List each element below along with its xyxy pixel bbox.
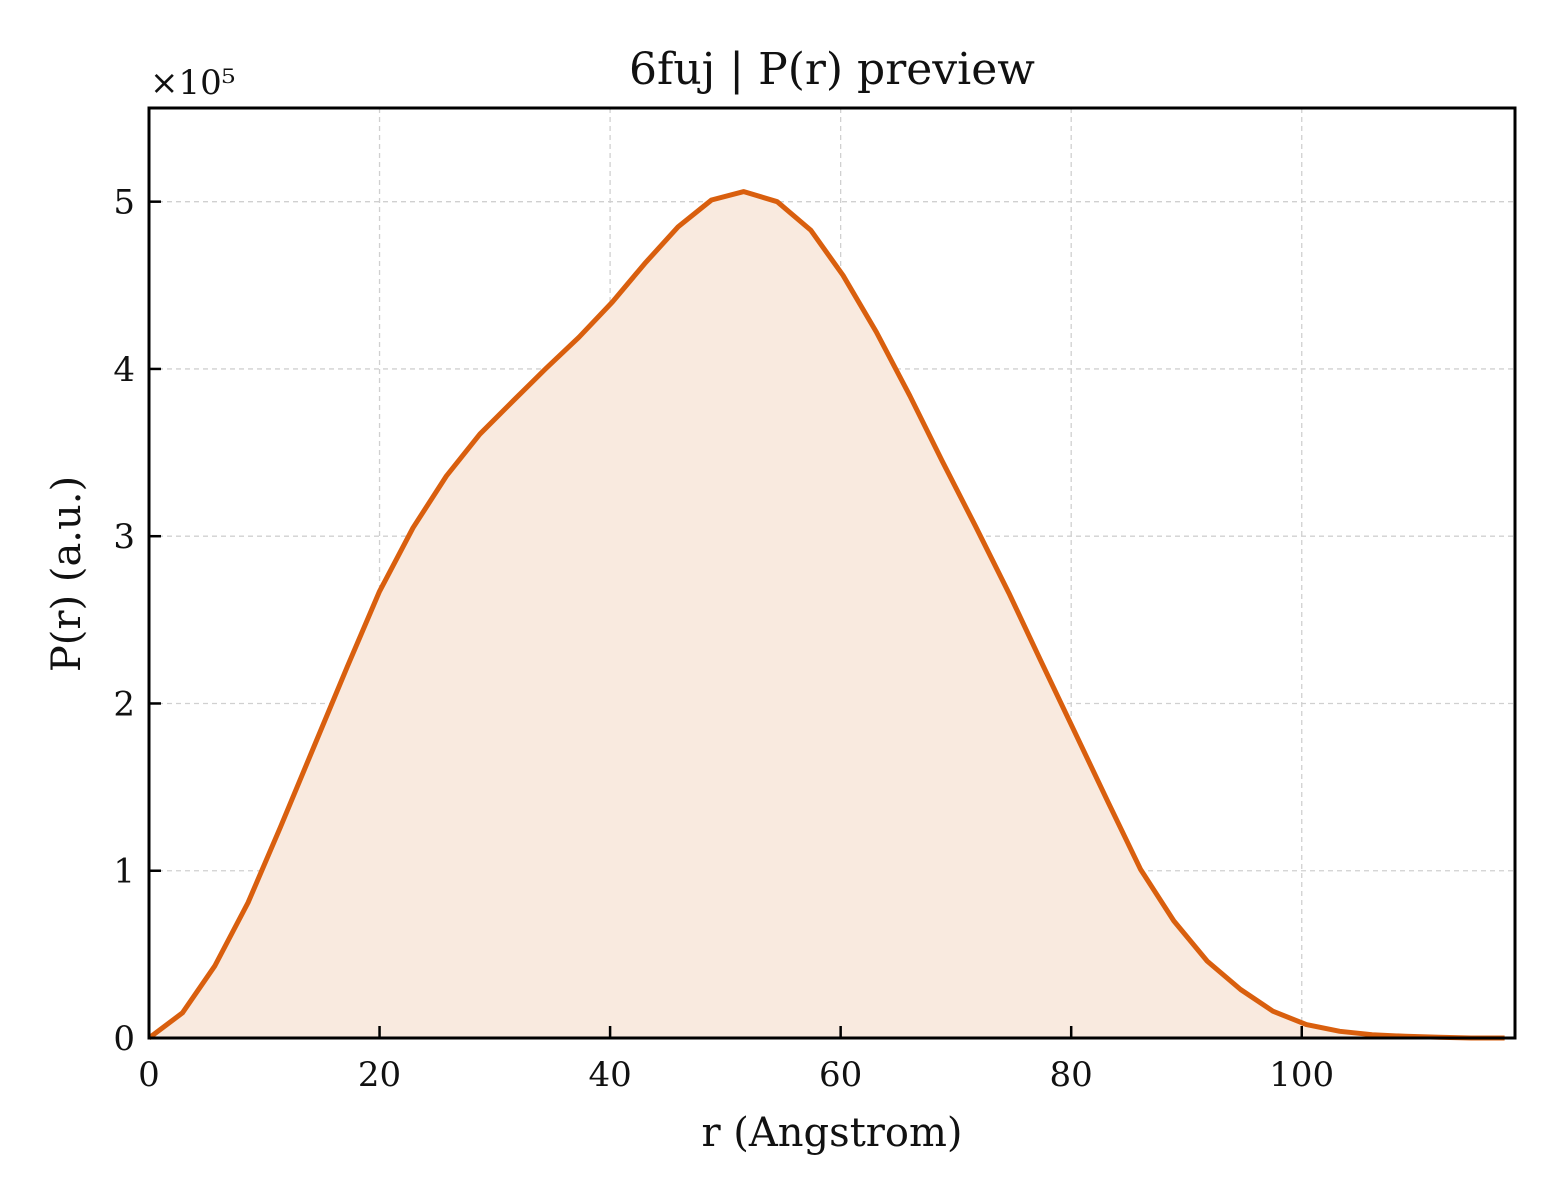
y-axis-label: P(r) (a.u.) [44,476,90,672]
x-tick-label: 0 [138,1055,160,1095]
y-tick-label: 3 [113,517,135,557]
y-tick-label: 0 [113,1019,135,1059]
area-fill [149,191,1505,1039]
x-tick-label: 80 [1050,1055,1093,1095]
plot-frame [147,106,1517,1040]
pr-curve [147,189,1505,1041]
x-tick-label: 100 [1269,1055,1334,1095]
y-tick-label: 4 [113,350,135,390]
axis-ticks: 0 20 40 60 80 100 0 1 2 3 4 5 [113,183,1334,1095]
chart-title: 6fuj | P(r) preview [629,44,1035,95]
y-tick-label: 5 [113,183,135,223]
x-axis-label: r (Angstrom) [701,1110,962,1156]
y-multiplier-label: ×10⁵ [150,63,235,103]
y-tick-label: 1 [113,852,135,892]
x-tick-label: 20 [358,1055,401,1095]
x-tick-label: 60 [819,1055,862,1095]
x-tick-label: 40 [588,1055,631,1095]
y-tick-label: 2 [113,684,135,724]
